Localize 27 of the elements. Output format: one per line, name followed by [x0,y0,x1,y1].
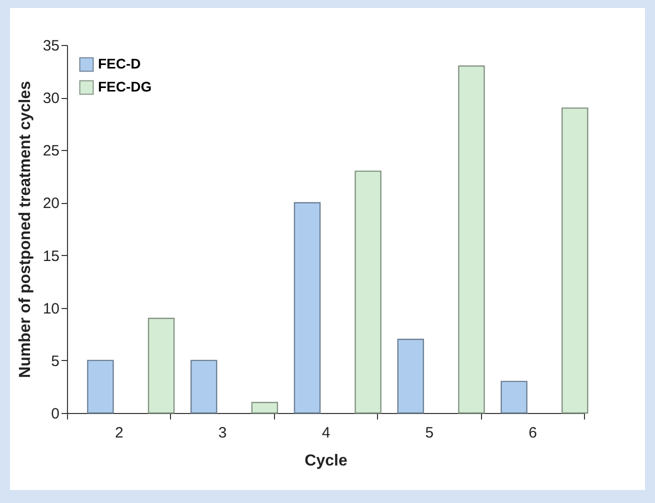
y-axis-title: Number of postponed treatment cycles [16,80,34,378]
bar [500,380,528,414]
bar [87,360,114,414]
bar [458,65,485,414]
bar [148,318,175,414]
x-tick-label: 5 [425,424,434,442]
y-tick-label: 5 [51,352,60,370]
x-tick-label: 3 [218,424,227,442]
y-tick-label: 20 [42,195,60,212]
bar [251,402,278,414]
y-tick-label: 30 [42,90,60,108]
legend-label: FEC-DG [98,78,152,94]
y-tick-label: 10 [42,300,60,318]
y-tick-label: 35 [42,38,60,54]
x-tick-label: 6 [528,424,537,442]
bar [354,170,382,414]
legend-label: FEC-D [98,56,141,72]
y-tick-label: 0 [51,406,60,422]
y-tick-label: 15 [42,248,60,265]
bar [190,360,218,414]
y-tick-label: 25 [42,142,60,160]
bar [397,338,424,414]
x-axis-title: Cycle [304,452,348,470]
bar [294,202,321,414]
x-tick-label: 4 [322,424,330,442]
bar [562,107,588,414]
x-tick-label: 2 [115,424,124,442]
